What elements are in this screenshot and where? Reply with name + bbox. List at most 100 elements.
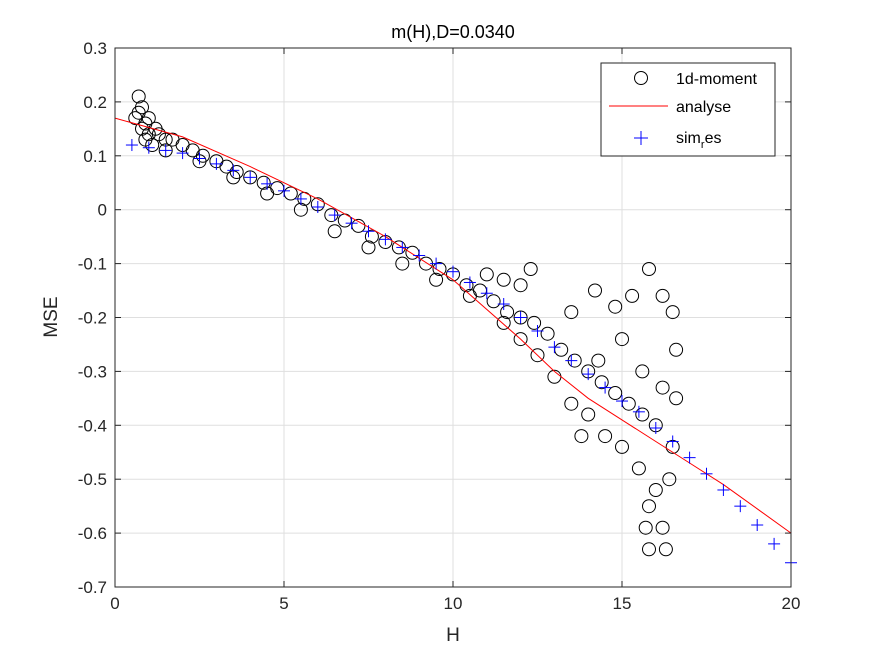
y-tick-label: -0.4 [78, 416, 107, 435]
point-1d-moment [486, 294, 501, 309]
legend-label-suffix: es [705, 130, 722, 147]
point-1d-moment [395, 256, 410, 271]
point-1d-moment [635, 364, 650, 379]
point-1d-moment [361, 240, 376, 255]
point-sim-res [244, 171, 257, 184]
point-1d-moment [625, 288, 640, 303]
point-1d-moment [462, 288, 477, 303]
point-sim-res [531, 324, 544, 337]
point-sim-res [548, 341, 561, 354]
point-sim-res [666, 435, 679, 448]
legend-label-analyse: analyse [676, 99, 731, 116]
point-1d-moment [608, 386, 623, 400]
point-1d-moment [564, 305, 579, 320]
point-1d-moment [591, 353, 606, 368]
point-1d-moment [496, 315, 511, 330]
legend: 1d-moment analyse simres [600, 62, 776, 157]
series-line-analyse [114, 117, 792, 534]
y-tick-label: -0.7 [78, 578, 107, 597]
point-sim-res [159, 144, 172, 157]
point-1d-moment [669, 342, 684, 357]
point-sim-res [683, 451, 696, 464]
point-1d-moment [662, 472, 677, 487]
point-1d-moment [594, 375, 609, 390]
x-tick-label: 0 [110, 594, 119, 613]
series-layer [114, 89, 797, 569]
point-1d-moment [513, 278, 528, 293]
point-sim-res [278, 184, 290, 197]
y-tick-label: -0.6 [78, 524, 107, 543]
x-tick-label: 5 [279, 594, 288, 613]
point-sim-res [447, 265, 459, 278]
ticks: 0 5 10 15 20 -0.7 -0.6 -0.5 -0.4 -0.3 -0.2 -0.1 0 0.1… [78, 39, 801, 613]
x-tick-label: 15 [613, 594, 632, 613]
point-1d-moment [432, 262, 447, 276]
point-1d-moment [243, 170, 258, 185]
point-1d-moment [158, 143, 173, 158]
point-1d-moment [145, 138, 160, 152]
point-1d-moment [615, 439, 629, 454]
point-1d-moment [655, 520, 670, 535]
legend-label-sim-res: simres [676, 130, 721, 151]
y-tick-label: 0.1 [83, 147, 107, 166]
point-sim-res [514, 311, 527, 324]
point-sim-res [632, 405, 645, 418]
point-1d-moment [598, 429, 613, 444]
point-1d-moment [500, 305, 515, 320]
point-sim-res [649, 421, 662, 434]
point-1d-moment [327, 224, 342, 239]
point-sim-res [497, 298, 510, 311]
point-1d-moment [429, 272, 444, 287]
point-sim-res [176, 147, 189, 160]
chart-title: m(H),D=0.0340 [391, 22, 515, 42]
x-axis-label: H [446, 625, 460, 646]
point-sim-res [328, 209, 341, 222]
point-sim-res [700, 467, 713, 480]
point-1d-moment [496, 272, 511, 287]
point-sim-res [227, 164, 240, 177]
y-tick-label: -0.1 [78, 255, 107, 274]
point-1d-moment [642, 542, 656, 557]
point-sim-res [362, 225, 375, 238]
point-sim-res [582, 368, 595, 381]
point-sim-res [345, 217, 358, 230]
point-sim-res [125, 139, 138, 152]
point-sim-res [599, 381, 612, 394]
point-1d-moment [665, 305, 680, 320]
point-1d-moment [131, 89, 146, 104]
point-1d-moment [141, 111, 156, 126]
point-1d-moment [615, 332, 629, 347]
x-tick-label: 20 [782, 594, 801, 613]
point-1d-moment [530, 348, 545, 363]
point-1d-moment [523, 262, 538, 276]
y-tick-label: 0 [98, 201, 107, 220]
legend-marker-circle [634, 71, 648, 85]
legend-label-1d-moment: 1d-moment [676, 71, 757, 88]
point-1d-moment [256, 175, 271, 190]
point-1d-moment [669, 391, 684, 406]
point-sim-res [430, 257, 443, 270]
point-sim-res [616, 395, 628, 408]
legend-label-sim: sim [676, 130, 701, 147]
point-sim-res [717, 483, 730, 496]
y-tick-label: -0.5 [78, 470, 107, 489]
point-1d-moment [608, 299, 623, 314]
point-1d-moment [631, 461, 646, 476]
point-1d-moment [635, 407, 650, 422]
point-sim-res [379, 233, 392, 246]
point-sim-res [734, 500, 747, 513]
point-sim-res [261, 177, 274, 190]
legend-marker-plus [634, 131, 648, 145]
point-1d-moment [648, 483, 663, 497]
point-sim-res [768, 537, 781, 550]
y-tick-label: 0.3 [83, 39, 107, 58]
point-1d-moment [638, 520, 653, 535]
point-1d-moment [364, 229, 379, 244]
point-1d-moment [642, 262, 656, 276]
point-sim-res [193, 152, 206, 165]
legend-box [600, 62, 776, 157]
point-1d-moment [540, 326, 555, 341]
point-sim-res [480, 287, 493, 300]
legend-label-subscript: r [701, 139, 705, 151]
